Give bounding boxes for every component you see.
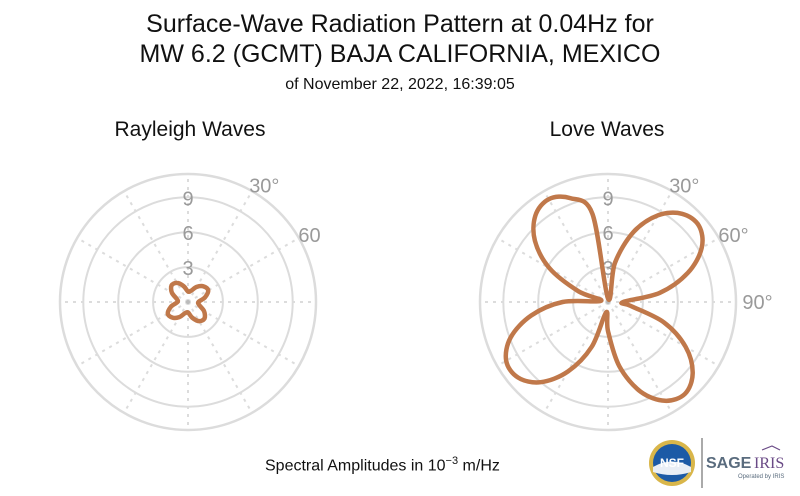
radial-tick-label: 9 bbox=[602, 188, 613, 210]
angular-gridline bbox=[187, 301, 300, 367]
polar-grid bbox=[478, 172, 738, 432]
polar-center bbox=[186, 300, 190, 304]
radial-gridline bbox=[537, 231, 679, 373]
angular-gridline bbox=[543, 190, 609, 303]
radial-tick-label: 3 bbox=[182, 258, 193, 280]
angular-gridline bbox=[607, 301, 720, 367]
angular-gridline bbox=[187, 237, 300, 303]
sage-logo-text: SAGE bbox=[706, 455, 752, 472]
love-panel-title: Love Waves bbox=[549, 118, 665, 141]
angular-gridline bbox=[543, 301, 609, 414]
outer-boundary bbox=[58, 172, 318, 432]
sponsor-logos: NSF SAGE IRIS Operated by IRIS bbox=[649, 438, 784, 488]
angular-gridline bbox=[123, 301, 189, 414]
sage-iris-logo: SAGE IRIS Operated by IRIS bbox=[706, 445, 784, 480]
nsf-logo: NSF bbox=[649, 440, 695, 486]
radial-gridline bbox=[82, 196, 294, 408]
angular-gridline bbox=[76, 237, 189, 303]
angle-tick-label: 90° bbox=[742, 292, 772, 314]
nsf-logo-text: NSF bbox=[660, 456, 684, 470]
polar-grid bbox=[58, 172, 318, 432]
angular-gridline bbox=[187, 190, 253, 303]
radial-gridline bbox=[152, 266, 224, 338]
radial-gridline bbox=[117, 231, 259, 373]
angle-tick-label: 30° bbox=[249, 176, 279, 198]
radial-tick-label: 9 bbox=[182, 188, 193, 210]
angular-gridline bbox=[607, 301, 673, 414]
units-text: Spectral Amplitudes in 10 bbox=[265, 457, 446, 475]
chart-title-line-2: MW 6.2 (GCMT) BAJA CALIFORNIA, MEXICO bbox=[139, 40, 661, 68]
angular-gridline bbox=[496, 301, 609, 367]
angular-gridline bbox=[607, 190, 673, 303]
radial-tick-label: 6 bbox=[602, 223, 613, 245]
radiation-pattern-curve bbox=[165, 280, 211, 324]
chart-title-line-1: Surface-Wave Radiation Pattern at 0.04Hz… bbox=[146, 10, 654, 38]
angular-gridline bbox=[123, 190, 189, 303]
angle-tick-label: 30° bbox=[669, 176, 699, 198]
angular-gridline bbox=[76, 301, 189, 367]
units-exponent: −3 bbox=[445, 455, 459, 467]
rayleigh-panel-title: Rayleigh Waves bbox=[114, 118, 266, 141]
amplitude-units-label: Spectral Amplitudes in 10−3 m/Hz bbox=[265, 455, 500, 475]
angle-tick-label: 60° bbox=[718, 225, 748, 247]
outer-boundary bbox=[478, 172, 738, 432]
radiation-pattern-curve bbox=[503, 194, 705, 404]
love-polar-chart: 3 6 9 30° 60° 90° bbox=[478, 172, 773, 432]
angle-tick-label: 60° bbox=[298, 225, 320, 247]
operated-by-text: Operated by IRIS bbox=[738, 474, 784, 480]
radial-tick-label: 3 bbox=[602, 258, 613, 280]
iris-swoosh bbox=[761, 445, 781, 451]
radial-gridline bbox=[502, 196, 714, 408]
iris-logo-text: IRIS bbox=[754, 455, 784, 472]
angular-gridline bbox=[187, 301, 253, 414]
units-suffix: m/Hz bbox=[458, 457, 500, 475]
radial-tick-label: 6 bbox=[182, 223, 193, 245]
chart-subtitle-date: of November 22, 2022, 16:39:05 bbox=[285, 76, 515, 93]
